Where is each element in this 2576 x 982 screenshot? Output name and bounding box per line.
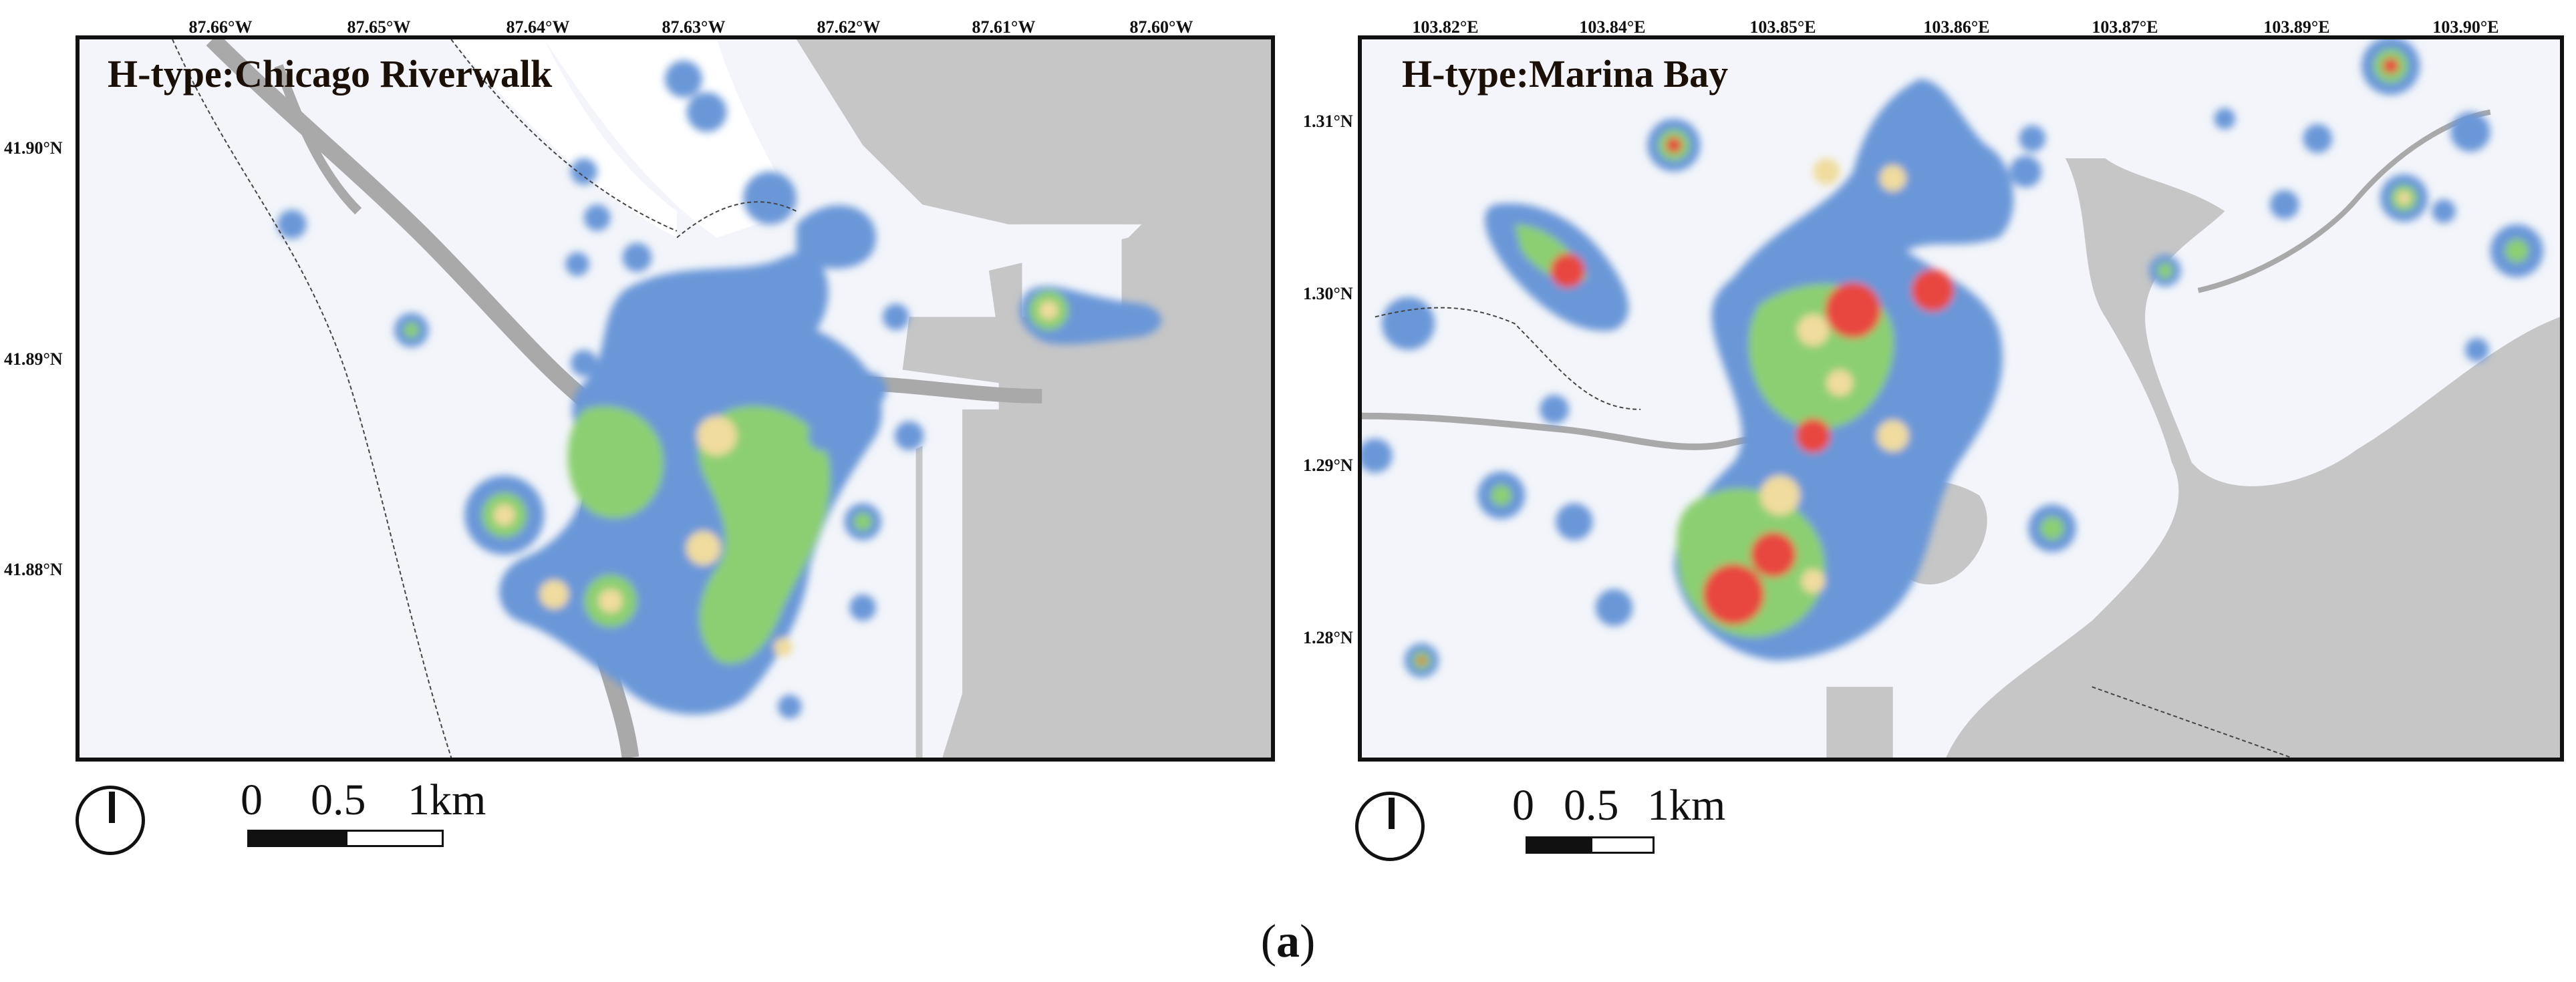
- north-arrow-icon: [1355, 792, 1425, 861]
- north-arrow-icon: [76, 786, 145, 855]
- map-title: H-type:Chicago Riverwalk: [108, 52, 553, 96]
- lat-tick: 41.90°N: [4, 138, 63, 158]
- caption-letter: a: [1276, 916, 1300, 967]
- scale-label: 0.5: [311, 776, 366, 824]
- lon-tick: 103.87°E: [2092, 17, 2158, 37]
- scale-label: 0: [1512, 781, 1534, 830]
- hotspot-layer: [277, 60, 1162, 719]
- lat-tick: 41.89°N: [4, 349, 63, 369]
- lat-tick: 1.30°N: [1303, 284, 1353, 303]
- lon-tick: 103.84°E: [1579, 17, 1646, 37]
- lon-tick: 87.65°W: [347, 17, 411, 37]
- scale-label: 1km: [408, 776, 486, 824]
- lon-tick: 103.89°E: [2263, 17, 2330, 37]
- scale-label: 0: [241, 776, 263, 824]
- heatmap-marina-bay: [1362, 39, 2560, 758]
- lon-tick: 103.90°E: [2432, 17, 2499, 37]
- heatmap-chicago: [80, 39, 1271, 758]
- scale-bar: 0 0.5 1km: [241, 775, 486, 855]
- map-frame-chicago: H-type:Chicago Riverwalk: [76, 35, 1275, 762]
- lon-tick: 103.85°E: [1749, 17, 1816, 37]
- map-frame-marina-bay: H-type:Marina Bay: [1358, 35, 2564, 762]
- map-title: H-type:Marina Bay: [1402, 52, 1729, 96]
- lon-tick: 87.60°W: [1129, 17, 1193, 37]
- scale-label: 0.5: [1564, 781, 1619, 830]
- lon-tick: 87.64°W: [506, 17, 570, 37]
- lat-tick: 1.31°N: [1303, 112, 1353, 131]
- figure-caption: (a): [1260, 916, 1316, 967]
- lon-tick: 87.61°W: [972, 17, 1036, 37]
- lat-tick: 1.28°N: [1303, 628, 1353, 647]
- lon-tick: 87.62°W: [817, 17, 881, 37]
- sea-water: [1946, 158, 2560, 758]
- lat-tick: 1.29°N: [1303, 456, 1353, 475]
- lat-tick: 41.88°N: [4, 560, 63, 579]
- lon-tick: 87.66°W: [188, 17, 253, 37]
- scale-bar: 0 0.5 1km: [1512, 780, 1739, 860]
- hotspot-layer: [1362, 39, 2544, 678]
- scale-label: 1km: [1647, 781, 1726, 830]
- lon-tick: 103.82°E: [1412, 17, 1479, 37]
- lon-tick: 87.63°W: [662, 17, 726, 37]
- lon-tick: 103.86°E: [1923, 17, 1990, 37]
